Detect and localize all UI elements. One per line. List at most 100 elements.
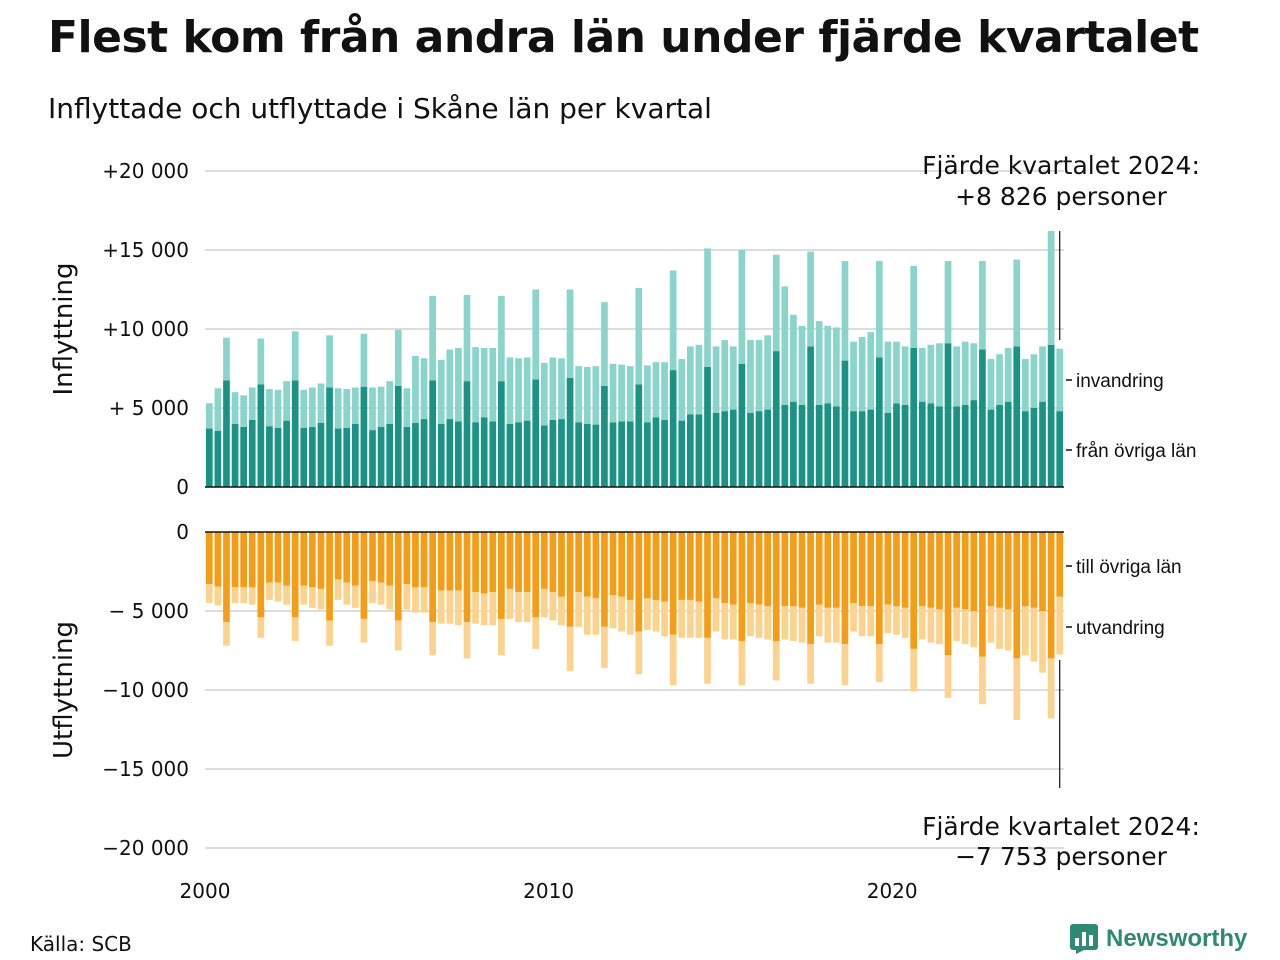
bar-in-immigration — [850, 341, 857, 412]
bar-out-emigration — [558, 596, 565, 626]
bar-out-domestic — [205, 532, 213, 585]
bar-out-emigration — [317, 588, 325, 610]
bar-out-domestic — [317, 532, 325, 589]
bar-out-domestic — [351, 532, 359, 586]
bar-in-immigration — [875, 261, 883, 358]
bar-in-immigration — [764, 335, 771, 410]
bar-out-domestic — [833, 532, 840, 608]
bar-in-immigration — [549, 357, 557, 420]
bar-in-immigration — [343, 389, 351, 428]
bar-out-domestic — [652, 532, 660, 600]
x-tick-label: 2020 — [867, 879, 918, 903]
bar-in-domestic — [738, 363, 746, 487]
bar-in-domestic — [815, 404, 823, 487]
bar-in-immigration — [798, 325, 806, 405]
bar-out-emigration — [764, 606, 771, 640]
bar-out-emigration — [205, 584, 213, 604]
bar-in-domestic — [566, 377, 574, 487]
bar-in-immigration — [223, 337, 230, 381]
bar-in-immigration — [609, 363, 617, 423]
bar-out-emigration — [910, 648, 918, 692]
bar-in-domestic — [910, 347, 918, 487]
bar-out-domestic — [936, 532, 943, 610]
bar-out-domestic — [463, 532, 471, 623]
bar-in-immigration — [979, 261, 986, 350]
bar-in-immigration — [987, 359, 995, 410]
bar-out-domestic — [824, 532, 832, 608]
bar-out-domestic — [867, 532, 875, 607]
bar-out-emigration — [798, 607, 806, 643]
x-tick-label: 2000 — [180, 879, 231, 903]
bar-out-emigration — [532, 617, 540, 649]
bar-out-domestic — [214, 532, 222, 587]
bar-in-domestic — [386, 423, 394, 487]
bar-out-emigration — [893, 606, 900, 635]
bar-out-domestic — [343, 532, 351, 583]
bar-out-emigration — [1013, 658, 1021, 721]
bar-in-domestic — [644, 422, 651, 487]
bar-out-domestic — [266, 532, 273, 583]
bar-in-immigration — [231, 392, 239, 424]
bar-in-immigration — [772, 254, 780, 352]
bar-out-domestic — [712, 532, 720, 599]
bar-out-domestic — [412, 532, 419, 588]
bar-out-domestic — [377, 532, 385, 583]
bar-in-immigration — [309, 387, 316, 427]
bar-out-emigration — [652, 599, 660, 632]
bar-in-domestic — [695, 414, 703, 487]
annotation-bottom-line1: Fjärde kvartalet 2024: — [922, 812, 1200, 841]
bar-in-immigration — [884, 341, 892, 413]
bar-in-domestic — [807, 346, 814, 487]
bar-in-immigration — [283, 381, 290, 421]
bar-out-emigration — [815, 604, 823, 637]
bar-out-domestic — [420, 532, 428, 588]
bar-out-domestic — [300, 532, 308, 586]
bar-out-emigration — [996, 607, 1003, 649]
y-tick-label: +10 000 — [102, 317, 189, 341]
bar-in-domestic — [248, 419, 256, 487]
bar-in-domestic — [489, 421, 497, 487]
brand-logo[interactable]: Newsworthy — [1070, 924, 1247, 954]
bar-in-immigration — [326, 335, 333, 388]
bar-in-immigration — [841, 261, 849, 361]
bar-out-emigration — [403, 584, 411, 610]
bar-in-immigration — [678, 359, 686, 421]
bar-in-immigration — [360, 333, 368, 387]
bar-out-emigration — [841, 644, 849, 686]
bar-out-domestic — [583, 532, 591, 597]
bar-in-immigration — [540, 362, 548, 426]
bar-out-domestic — [953, 532, 960, 608]
bar-in-domestic — [1021, 411, 1029, 487]
bar-in-domestic — [1004, 401, 1012, 487]
chart-subtitle: Inflyttade och utflyttade i Skåne län pe… — [48, 92, 712, 125]
bar-in-domestic — [996, 404, 1003, 487]
bar-in-immigration — [498, 295, 505, 382]
brand-name: Newsworthy — [1106, 925, 1248, 952]
bar-out-domestic — [455, 532, 462, 591]
bar-out-emigration — [231, 587, 239, 604]
bar-out-domestic — [893, 532, 900, 607]
bar-out-emigration — [987, 606, 995, 643]
bar-in-immigration — [412, 355, 419, 424]
bar-out-domestic — [686, 532, 694, 600]
bar-out-emigration — [506, 588, 514, 619]
bar-in-domestic — [764, 409, 771, 487]
bar-in-immigration — [833, 327, 840, 407]
bar-out-emigration — [498, 618, 505, 656]
bar-in-domestic — [540, 425, 548, 487]
bar-out-domestic — [979, 532, 986, 657]
bar-out-domestic — [540, 532, 548, 589]
bar-in-domestic — [618, 421, 625, 487]
bar-in-domestic — [901, 404, 909, 487]
bar-in-domestic — [240, 426, 248, 487]
bar-in-immigration — [712, 346, 720, 413]
bar-in-domestic — [420, 419, 428, 487]
bar-in-immigration — [867, 332, 875, 410]
bar-out-emigration — [686, 599, 694, 638]
bar-out-emigration — [678, 599, 686, 638]
bar-in-immigration — [704, 248, 711, 367]
bar-out-domestic — [498, 532, 505, 619]
bar-out-emigration — [377, 582, 385, 605]
bar-out-domestic — [695, 532, 703, 602]
bar-out-domestic — [729, 532, 737, 605]
